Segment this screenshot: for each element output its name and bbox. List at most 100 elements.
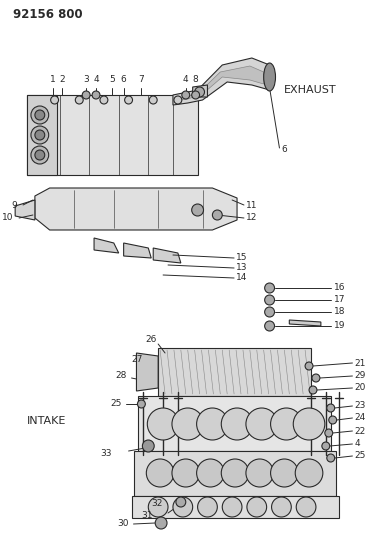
Polygon shape (134, 451, 336, 496)
Text: INTAKE: INTAKE (27, 416, 66, 426)
Circle shape (270, 408, 302, 440)
Text: 25: 25 (110, 400, 122, 408)
Circle shape (146, 459, 174, 487)
Circle shape (265, 307, 275, 317)
Circle shape (327, 454, 335, 462)
Circle shape (270, 459, 298, 487)
Circle shape (246, 408, 277, 440)
Polygon shape (138, 396, 331, 451)
Circle shape (35, 110, 45, 120)
Circle shape (124, 96, 133, 104)
Circle shape (182, 91, 190, 99)
Polygon shape (94, 238, 119, 253)
Text: 4: 4 (93, 75, 99, 84)
Text: 15: 15 (236, 254, 247, 262)
Text: 92156 800: 92156 800 (13, 7, 83, 20)
Circle shape (295, 459, 323, 487)
Text: 24: 24 (354, 414, 366, 423)
Circle shape (31, 146, 49, 164)
Text: 19: 19 (334, 321, 345, 330)
Circle shape (172, 408, 203, 440)
Circle shape (222, 497, 242, 517)
Circle shape (265, 295, 275, 305)
Circle shape (35, 130, 45, 140)
Circle shape (100, 96, 108, 104)
Text: 30: 30 (117, 520, 129, 529)
Text: 13: 13 (236, 263, 247, 272)
Circle shape (246, 459, 273, 487)
Polygon shape (27, 95, 198, 175)
Text: 26: 26 (145, 335, 157, 344)
Circle shape (173, 497, 193, 517)
Circle shape (221, 459, 249, 487)
Text: 14: 14 (236, 273, 247, 282)
Text: 12: 12 (246, 214, 257, 222)
Circle shape (247, 497, 267, 517)
Circle shape (192, 91, 200, 99)
Text: 28: 28 (116, 372, 127, 381)
Text: 20: 20 (354, 384, 366, 392)
Circle shape (305, 362, 313, 370)
Circle shape (31, 126, 49, 144)
Text: 25: 25 (354, 451, 366, 461)
Text: 17: 17 (334, 295, 345, 304)
Circle shape (142, 440, 154, 452)
Circle shape (312, 374, 320, 382)
Circle shape (82, 91, 90, 99)
Circle shape (213, 210, 222, 220)
Text: 33: 33 (100, 448, 112, 457)
Circle shape (265, 283, 275, 293)
Circle shape (172, 459, 200, 487)
Text: 32: 32 (152, 499, 163, 508)
Text: 3: 3 (83, 75, 89, 84)
Circle shape (327, 404, 335, 412)
Circle shape (198, 497, 217, 517)
Polygon shape (173, 58, 270, 105)
Polygon shape (153, 248, 181, 263)
Polygon shape (136, 353, 158, 391)
Circle shape (329, 416, 337, 424)
Circle shape (31, 106, 49, 124)
Text: 6: 6 (282, 146, 287, 155)
Circle shape (149, 96, 157, 104)
Text: EXHAUST: EXHAUST (283, 85, 336, 95)
Circle shape (265, 321, 275, 331)
Polygon shape (193, 85, 208, 97)
Polygon shape (158, 348, 311, 396)
Circle shape (196, 408, 228, 440)
Text: 21: 21 (354, 359, 366, 367)
Text: 31: 31 (142, 511, 153, 520)
Polygon shape (131, 496, 339, 518)
Circle shape (325, 429, 333, 437)
Circle shape (322, 442, 330, 450)
Circle shape (148, 497, 168, 517)
Text: 2: 2 (60, 75, 65, 84)
Text: 16: 16 (334, 284, 345, 293)
Circle shape (176, 497, 186, 507)
Circle shape (75, 96, 83, 104)
Text: 4: 4 (183, 75, 188, 84)
Polygon shape (289, 320, 321, 326)
Circle shape (196, 459, 224, 487)
Text: 5: 5 (109, 75, 115, 84)
Circle shape (272, 497, 291, 517)
Text: 22: 22 (354, 426, 366, 435)
Text: 27: 27 (131, 356, 143, 365)
Text: 4: 4 (354, 440, 360, 448)
Circle shape (137, 400, 145, 408)
Circle shape (174, 96, 182, 104)
Text: 7: 7 (139, 75, 144, 84)
Text: 9: 9 (11, 200, 17, 209)
Text: 11: 11 (246, 200, 257, 209)
Polygon shape (15, 200, 35, 220)
Circle shape (195, 87, 205, 97)
Text: 23: 23 (354, 401, 366, 410)
Ellipse shape (264, 63, 275, 91)
Circle shape (296, 497, 316, 517)
Circle shape (51, 96, 59, 104)
Circle shape (221, 408, 253, 440)
Circle shape (147, 408, 179, 440)
Circle shape (155, 517, 167, 529)
Text: 8: 8 (193, 75, 198, 84)
Text: 10: 10 (2, 214, 13, 222)
